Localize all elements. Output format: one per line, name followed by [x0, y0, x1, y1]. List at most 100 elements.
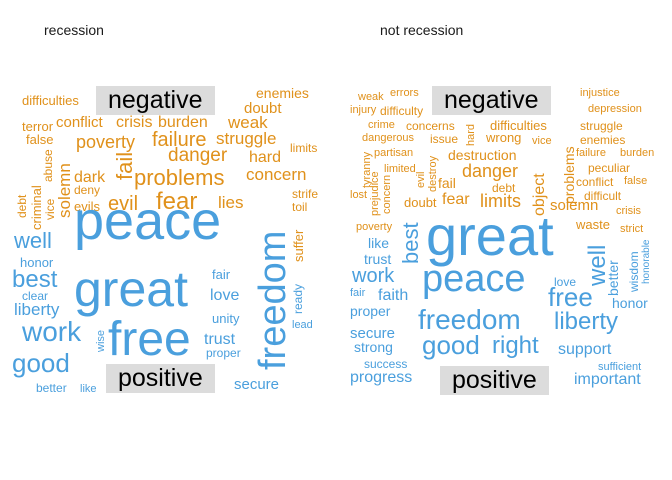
word: struggle	[580, 119, 623, 133]
word: freedom	[418, 304, 521, 335]
word: crime	[368, 119, 395, 131]
panel-title-not-recession: not recession	[380, 22, 464, 38]
word-cloud-recession: negative positive difficulties enemies d…	[0, 70, 320, 410]
word: peculiar	[588, 161, 631, 175]
word: criminal	[29, 185, 44, 230]
word: solemn	[55, 163, 74, 218]
word: peace	[422, 258, 526, 300]
word: danger	[168, 145, 228, 166]
word: best	[12, 266, 58, 293]
word: proper	[206, 346, 241, 360]
word: failure	[152, 129, 207, 151]
word: poverty	[356, 221, 393, 233]
word: strong	[354, 339, 393, 355]
word: issue	[430, 132, 459, 146]
word: crisis	[616, 205, 642, 217]
word: good	[12, 348, 70, 378]
word: danger	[462, 161, 519, 181]
word: struggle	[216, 129, 277, 148]
word: difficulty	[380, 104, 424, 118]
word: fair	[212, 267, 231, 282]
word: fail	[438, 175, 456, 191]
word: difficulties	[490, 118, 547, 133]
word: well	[14, 228, 52, 253]
word: evils	[74, 199, 101, 214]
word: like	[368, 235, 390, 251]
word: love	[554, 275, 577, 289]
word: honorable	[641, 239, 652, 284]
word: doubt	[404, 195, 437, 210]
word: debt	[15, 194, 29, 218]
word: concern	[246, 165, 307, 184]
word: solemn	[550, 197, 599, 214]
word: difficulties	[22, 93, 79, 108]
positive-label: positive	[440, 366, 549, 395]
word: enemies	[580, 133, 626, 147]
word: best	[398, 222, 423, 264]
word: burden	[620, 147, 655, 159]
word: fair	[350, 287, 366, 299]
word: proper	[350, 303, 391, 319]
word: success	[364, 357, 408, 371]
word: terror	[22, 119, 54, 134]
word: burden	[158, 114, 208, 131]
word: errors	[390, 87, 419, 99]
positive-label: positive	[106, 364, 215, 393]
word: sufficient	[598, 361, 642, 373]
word: poverty	[76, 132, 136, 152]
word: good	[422, 330, 480, 360]
word: strife	[292, 187, 319, 201]
word: abuse	[41, 149, 55, 182]
word: limits	[290, 141, 318, 155]
word: false	[26, 132, 54, 147]
word: false	[624, 175, 648, 187]
word: better	[36, 381, 67, 395]
negative-label: negative	[96, 86, 215, 115]
word: work	[22, 316, 82, 347]
word: weak	[358, 91, 384, 103]
word: free	[108, 313, 191, 366]
word: limits	[480, 191, 521, 211]
word: wisdom	[627, 251, 641, 292]
word: lies	[218, 193, 244, 212]
word: peace	[74, 191, 222, 251]
word: ready	[291, 283, 305, 314]
word: toil	[292, 200, 308, 214]
word: fail	[112, 151, 137, 180]
word: problems	[561, 146, 577, 204]
word: doubt	[244, 100, 282, 117]
word: crisis	[116, 114, 153, 131]
word: great	[426, 204, 554, 267]
word: partisan	[374, 147, 414, 159]
word: dark	[74, 169, 106, 186]
word: clear	[22, 289, 49, 303]
word: evil	[415, 171, 427, 188]
word: strict	[620, 223, 644, 235]
word: freedom	[252, 230, 294, 370]
panel-title-recession: recession	[44, 22, 104, 38]
word: liberty	[14, 300, 60, 319]
word: secure	[350, 325, 396, 342]
word: progress	[350, 369, 413, 386]
negative-label: negative	[432, 86, 551, 115]
word: debt	[492, 181, 516, 195]
word: concern	[381, 174, 393, 214]
word: liberty	[554, 308, 619, 335]
word: limited	[384, 163, 416, 175]
word: weak	[228, 113, 268, 132]
word: honor	[20, 255, 54, 270]
word: injury	[350, 104, 377, 116]
word: support	[558, 341, 612, 358]
word: depression	[588, 103, 642, 115]
word: evil	[108, 193, 139, 215]
word: waste	[576, 217, 610, 232]
word: trust	[204, 331, 236, 348]
word: work	[352, 265, 395, 287]
word: failure	[576, 147, 606, 159]
word: secure	[234, 376, 280, 393]
word: deny	[74, 183, 101, 197]
word: hard	[249, 149, 282, 166]
word: destruction	[448, 147, 517, 163]
word: wise	[95, 329, 107, 352]
word: vice	[43, 198, 57, 220]
